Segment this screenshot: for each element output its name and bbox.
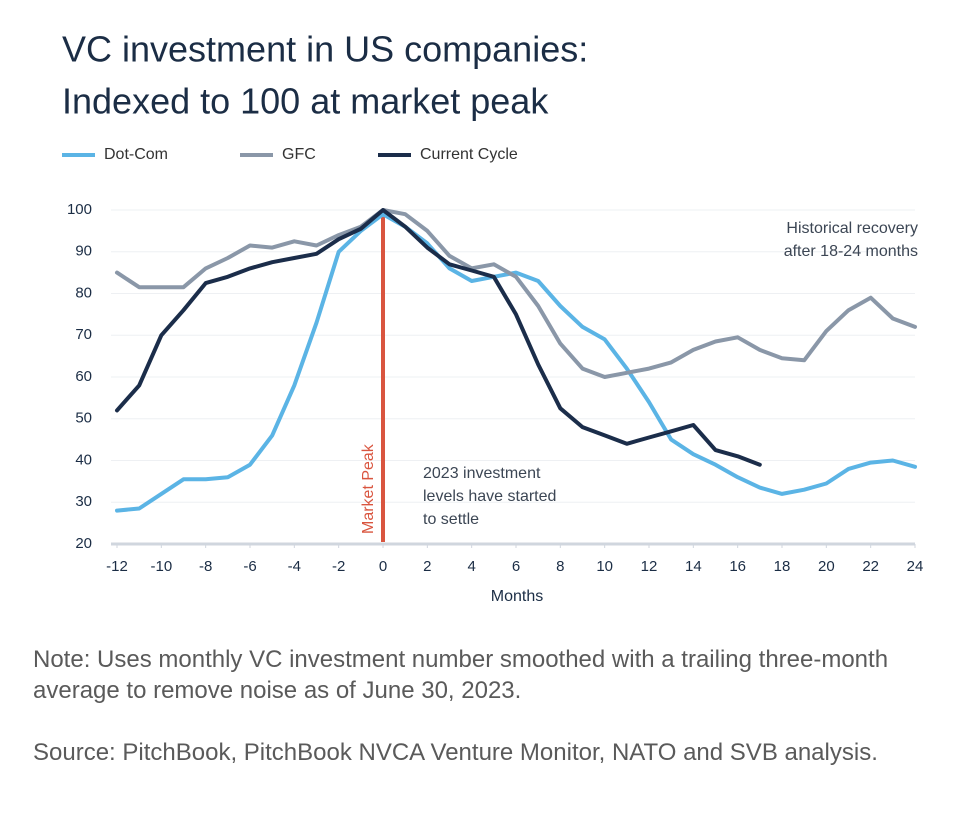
market-peak-label: Market Peak — [360, 443, 377, 534]
x-tick-label: 8 — [556, 558, 564, 575]
x-tick-label: 20 — [818, 558, 835, 575]
chart: VC investment in US companies: Indexed t… — [62, 29, 924, 605]
x-tick-label: 6 — [512, 558, 520, 575]
x-tick-label: 2 — [423, 558, 431, 575]
legend-label: GFC — [282, 146, 316, 163]
y-tick-label: 100 — [67, 201, 92, 218]
annotation: Historical recovery — [786, 220, 918, 237]
y-tick-label: 30 — [75, 493, 92, 510]
x-tick-label: 22 — [862, 558, 879, 575]
y-tick-label: 90 — [75, 243, 92, 260]
series-line — [115, 212, 917, 513]
x-tick-label: 18 — [774, 558, 791, 575]
x-tick-label: 16 — [729, 558, 746, 575]
x-tick-label: -8 — [199, 558, 212, 575]
legend-label: Dot-Com — [104, 146, 168, 163]
y-tick-label: 60 — [75, 368, 92, 385]
y-tick-label: 50 — [75, 410, 92, 427]
x-tick-label: 24 — [907, 558, 924, 575]
y-tick-label: 20 — [75, 535, 92, 552]
x-axis-label: Months — [491, 588, 543, 605]
x-tick-label: 12 — [641, 558, 658, 575]
y-tick-label: 70 — [75, 326, 92, 343]
series-line — [115, 208, 762, 467]
x-tick-label: 10 — [596, 558, 613, 575]
chart-title: Indexed to 100 at market peak — [62, 81, 549, 122]
chart-title: VC investment in US companies: — [62, 29, 588, 70]
legend-label: Current Cycle — [420, 146, 518, 163]
y-tick-label: 80 — [75, 284, 92, 301]
x-tick-label: 0 — [379, 558, 387, 575]
x-tick-label: 14 — [685, 558, 702, 575]
x-tick-label: -6 — [243, 558, 256, 575]
annotation: after 18-24 months — [784, 243, 918, 260]
series-line — [115, 208, 917, 379]
x-tick-label: -12 — [106, 558, 128, 575]
x-tick-label: -2 — [332, 558, 345, 575]
x-tick-label: 4 — [467, 558, 475, 575]
annotation: levels have started — [423, 488, 556, 505]
x-tick-label: -10 — [150, 558, 172, 575]
annotation: to settle — [423, 511, 479, 528]
annotation: 2023 investment — [423, 465, 541, 482]
x-tick-label: -4 — [288, 558, 301, 575]
note: Note: Uses monthly VC investment number … — [33, 646, 889, 704]
y-tick-label: 40 — [75, 451, 92, 468]
source: Source: PitchBook, PitchBook NVCA Ventur… — [33, 739, 878, 766]
